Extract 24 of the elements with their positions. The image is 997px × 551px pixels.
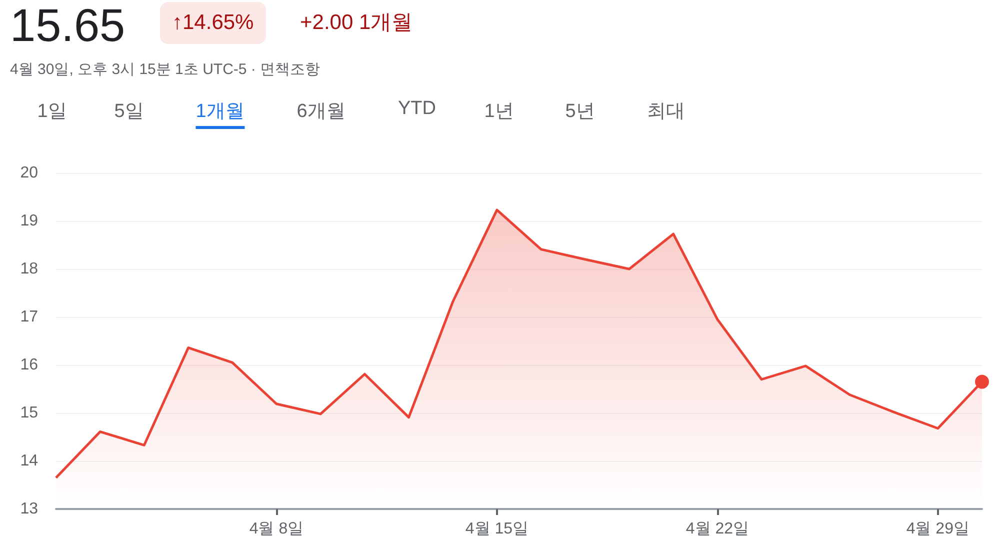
y-tick-label: 18 xyxy=(20,260,38,278)
y-tick-label: 13 xyxy=(20,500,38,518)
chart-title: 15.65 xyxy=(10,0,126,52)
y-tick-label: 17 xyxy=(20,308,38,326)
x-tick-label: 4월 8일 xyxy=(249,520,304,538)
text: 6개월 xyxy=(296,100,346,124)
text: 최대 xyxy=(647,100,685,124)
text: +2.00 1개월 xyxy=(300,10,413,36)
x-tick-label: 4월 22일 xyxy=(686,520,749,538)
text: 5일 xyxy=(114,100,144,124)
y-tick-label: 19 xyxy=(20,212,38,230)
y-tick-label: 16 xyxy=(20,356,38,374)
text: 1개월 xyxy=(196,98,244,129)
y-tick-label: 20 xyxy=(20,164,38,182)
y-tick-label: 15 xyxy=(20,404,38,422)
text: 1년 xyxy=(484,100,514,124)
text: 5년 xyxy=(565,100,595,124)
y-tick-label: 14 xyxy=(20,452,38,470)
x-tick-label: 4월 15일 xyxy=(465,520,529,538)
x-tick-label: 4월 29일 xyxy=(906,520,970,538)
text: YTD xyxy=(398,98,436,120)
chart-subtitle: 4월 30일, 오후 3시 15분 1초 UTC-5 · 면책조항 xyxy=(10,60,320,79)
text: ↑14.65% xyxy=(160,2,266,44)
text: 1일 xyxy=(37,100,67,124)
